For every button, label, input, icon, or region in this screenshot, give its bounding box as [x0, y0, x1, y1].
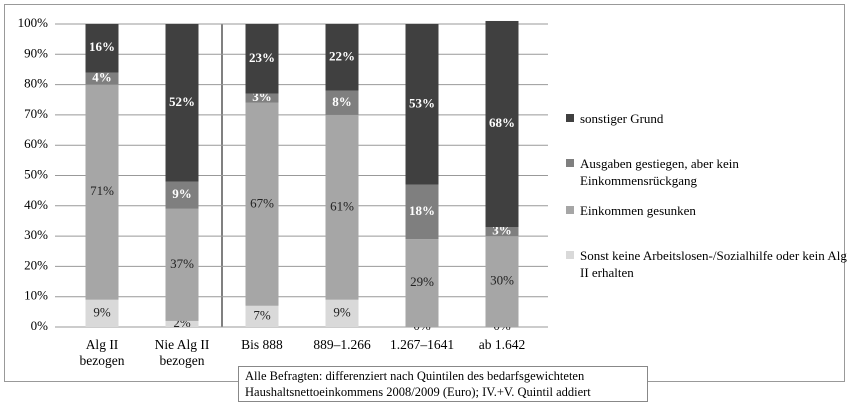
x-tick-label: 889–1.266 — [313, 337, 371, 352]
x-tick-label: 1.267–1641 — [389, 337, 455, 352]
bar-segment — [245, 93, 279, 103]
y-tick-label: 60% — [24, 136, 48, 151]
data-label: 53% — [409, 95, 435, 110]
y-tick-label: 90% — [24, 45, 48, 60]
bar-segment — [485, 20, 519, 228]
legend-swatch — [566, 159, 574, 167]
bar-segment — [325, 90, 359, 115]
bar-segment — [485, 227, 519, 237]
y-tick-label: 50% — [24, 166, 48, 181]
bar-segment — [165, 24, 199, 182]
legend-item: Einkommen gesunken — [566, 202, 849, 219]
data-label: 9% — [172, 186, 192, 201]
data-label: 22% — [329, 48, 355, 63]
bar-segment — [405, 24, 439, 185]
legend-item: Ausgaben gestiegen, aber kein Einkommens… — [566, 155, 849, 189]
x-tick-label: Bis 888 — [241, 337, 283, 352]
bar-segment — [85, 84, 119, 300]
data-label: 67% — [250, 195, 274, 210]
legend-label: sonstiger Grund — [580, 111, 664, 126]
bar-segment — [85, 24, 119, 73]
y-tick-label: 80% — [24, 76, 48, 91]
bar-segment — [325, 299, 359, 327]
data-label: 71% — [90, 183, 114, 198]
data-label: 30% — [490, 273, 514, 288]
bar-segment — [405, 184, 439, 240]
legend-swatch — [566, 251, 574, 259]
legend-label: Einkommen gesunken — [580, 203, 696, 218]
data-label: 23% — [249, 50, 275, 65]
bar-segment — [165, 181, 199, 209]
bar-segment — [85, 299, 119, 327]
data-label: 37% — [170, 256, 194, 271]
data-label: 8% — [332, 94, 352, 109]
bar-segment — [245, 24, 279, 94]
data-label: 29% — [410, 274, 434, 289]
y-tick-label: 30% — [24, 227, 48, 242]
data-label: 61% — [330, 198, 354, 213]
legend-label: Sonst keine Arbeitslosen-/Sozialhilfe od… — [580, 248, 847, 280]
data-label: 18% — [409, 203, 435, 218]
y-tick-label: 40% — [24, 197, 48, 212]
bar-segment — [165, 208, 199, 321]
data-label: 9% — [333, 304, 351, 319]
legend-swatch — [566, 114, 574, 122]
bar-segment — [325, 114, 359, 300]
bar-segment — [325, 24, 359, 91]
legend-item: Sonst keine Arbeitslosen-/Sozialhilfe od… — [566, 247, 849, 281]
y-tick-label: 10% — [24, 288, 48, 303]
x-tick-label: Alg II bezogen — [79, 337, 125, 368]
bar-segment — [85, 72, 119, 85]
note: Alle Befragten: differenziert nach Quint… — [238, 366, 648, 402]
data-label: 52% — [169, 94, 195, 109]
data-label: 7% — [253, 307, 271, 322]
y-tick-label: 20% — [24, 257, 48, 272]
data-label: 16% — [89, 39, 115, 54]
x-tick-label: ab 1.642 — [478, 337, 526, 352]
data-label: 4% — [92, 70, 112, 85]
legend-item: sonstiger Grund — [566, 110, 849, 127]
bar-segment — [485, 236, 519, 327]
legend-swatch — [566, 206, 574, 214]
data-label: 68% — [489, 115, 515, 130]
y-tick-label: 0% — [31, 318, 49, 333]
data-label: 9% — [93, 304, 111, 319]
y-tick-label: 100% — [18, 15, 49, 30]
bar-segment — [405, 239, 439, 327]
bar-segment — [165, 320, 199, 327]
legend-label: Ausgaben gestiegen, aber kein Einkommens… — [580, 156, 739, 188]
y-tick-label: 70% — [24, 106, 48, 121]
x-tick-label: Nie Alg II bezogen — [154, 337, 210, 368]
bar-segment — [245, 305, 279, 327]
bar-segment — [245, 102, 279, 306]
